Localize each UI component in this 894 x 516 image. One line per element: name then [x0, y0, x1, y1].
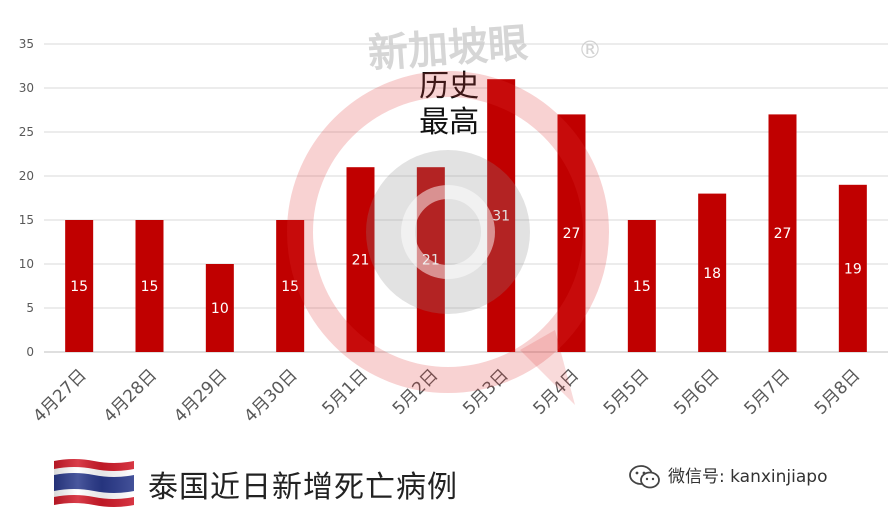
data-labels: 15 15 10 15 21 21 31 27 15 18 27 19 [70, 209, 861, 317]
data-label: 31 [492, 209, 510, 225]
bar [65, 220, 94, 352]
data-label: 15 [141, 279, 159, 295]
bar [627, 220, 656, 352]
bar [346, 167, 375, 352]
x-tick-label: 5月2日 [389, 365, 442, 418]
annotation-line1: 历史 [419, 69, 479, 104]
data-label: 21 [352, 253, 370, 269]
x-tick-label: 5月1日 [319, 365, 372, 418]
wechat-icon [629, 465, 660, 489]
x-tick-label: 5月8日 [811, 365, 864, 418]
y-tick-label: 20 [19, 169, 34, 183]
y-tick-label: 25 [19, 125, 34, 139]
chart-caption: 泰国近日新增死亡病例 [148, 470, 458, 505]
y-tick-label: 35 [19, 37, 34, 51]
y-tick-label: 30 [19, 81, 34, 95]
wechat-id-text: 微信号: kanxinjiapo [668, 467, 828, 487]
data-label: 27 [563, 226, 581, 242]
data-label: 15 [281, 279, 299, 295]
x-tick-label: 5月6日 [670, 365, 723, 418]
x-axis-ticks: 4月27日 4月28日 4月29日 4月30日 5月1日 5月2日 5月3日 5月4日 5月5日… [30, 365, 865, 426]
x-tick-label: 5月5日 [600, 365, 653, 418]
y-tick-label: 0 [26, 345, 34, 359]
bar [135, 220, 164, 352]
y-axis-ticks: 0 5 10 15 20 25 30 35 [19, 37, 34, 359]
bar [557, 114, 586, 353]
x-tick-label: 5月7日 [741, 365, 794, 418]
annotation-line2: 最高 [419, 105, 479, 140]
data-label: 27 [774, 226, 792, 242]
data-label: 10 [211, 301, 229, 317]
data-label: 21 [422, 253, 440, 269]
bar [276, 220, 305, 352]
wechat-id: 微信号: kanxinjiapo [628, 462, 827, 490]
thailand-flag-icon [54, 459, 134, 507]
x-tick-label: 5月4日 [530, 365, 583, 418]
x-tick-label: 4月28日 [100, 365, 161, 426]
data-label: 19 [844, 261, 862, 277]
data-label: 15 [633, 279, 651, 295]
y-tick-label: 10 [19, 257, 34, 271]
bar [838, 184, 867, 352]
x-tick-label: 4月29日 [170, 365, 231, 426]
y-tick-label: 15 [19, 213, 34, 227]
bar [768, 114, 797, 353]
x-tick-label: 4月27日 [30, 365, 91, 426]
x-tick-label: 4月30日 [241, 365, 302, 426]
data-label: 15 [70, 279, 88, 295]
bar [698, 193, 727, 352]
x-tick-label: 5月3日 [459, 365, 512, 418]
data-label: 18 [703, 266, 721, 282]
y-tick-label: 5 [26, 301, 34, 315]
bar [205, 264, 234, 352]
